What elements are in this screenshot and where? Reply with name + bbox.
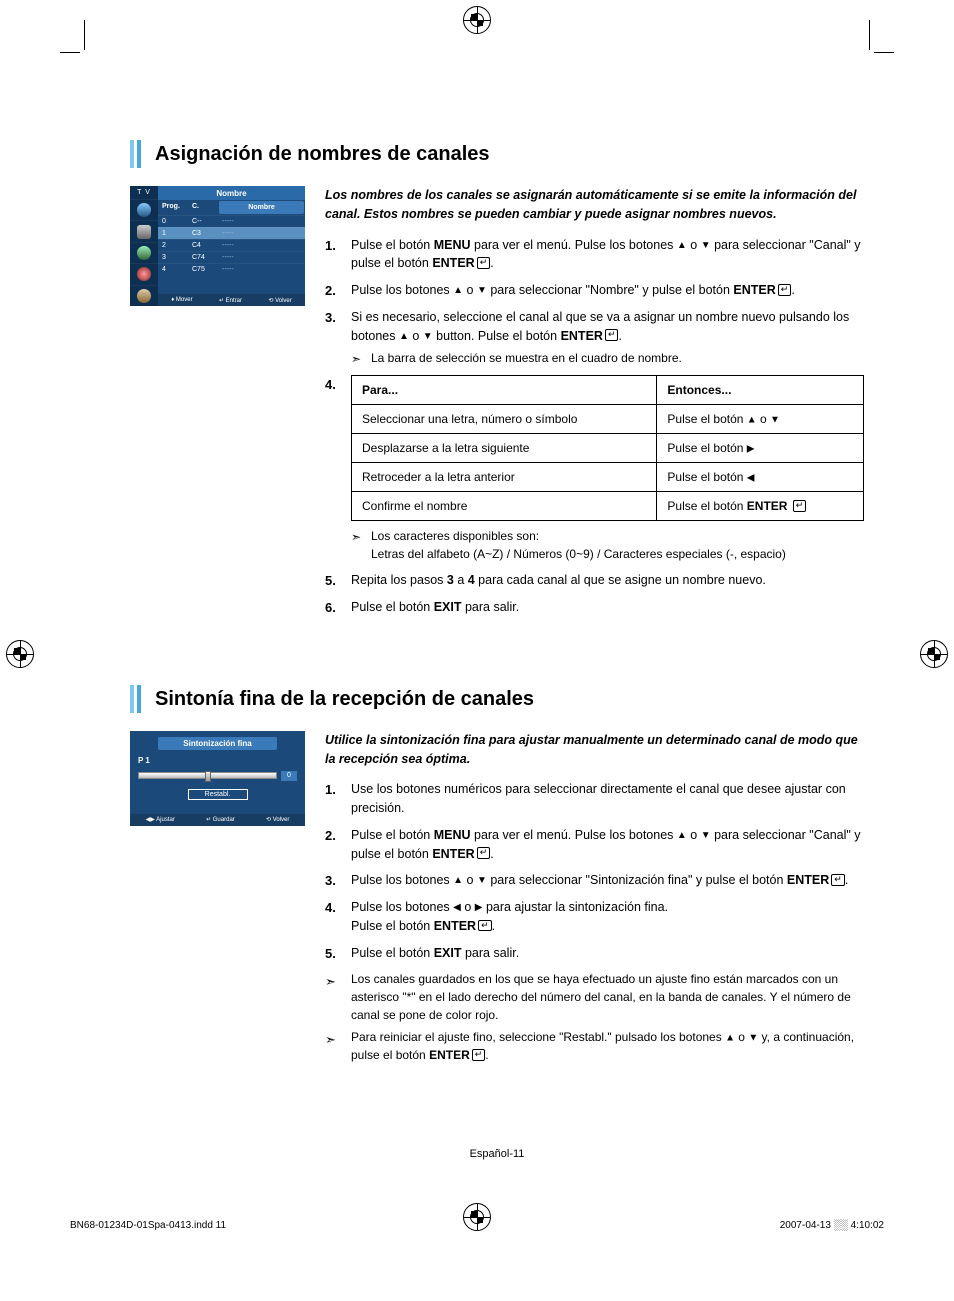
step-3: 3. Pulse los botones ▲ o ▼ para seleccio…	[325, 871, 864, 890]
note: ➣ Los caracteres disponibles son: Letras…	[351, 527, 864, 563]
channel-label: P 1	[138, 756, 297, 765]
sidebar-icon	[130, 242, 158, 263]
sidebar-icon	[130, 285, 158, 306]
screenshot-footer: ♦ Mover ↵ Entrar ⟲ Volver	[158, 294, 305, 306]
instruction-table: Para...Entonces... Seleccionar una letra…	[351, 375, 864, 521]
section-channel-names: Asignación de nombres de canales T V Nom…	[130, 140, 864, 625]
intro-text: Los nombres de los canales se asignarán …	[325, 186, 864, 224]
slider: 0	[138, 771, 297, 781]
note: ➣Los canales guardados en los que se hay…	[325, 970, 864, 1024]
column-headers: Prog. C. Nombre	[158, 200, 305, 215]
channel-row: 3C74-----	[158, 251, 305, 263]
enter-icon: ↵	[793, 500, 807, 512]
heading: Sintonía fina de la recepción de canales	[130, 685, 864, 713]
slider-value: 0	[281, 771, 297, 781]
channel-row-selected: 1C3-----	[158, 227, 305, 239]
channel-row: 0C-------	[158, 215, 305, 227]
step-4: 4. Para...Entonces... Seleccionar una le…	[325, 375, 864, 563]
note: ➣La barra de selección se muestra en el …	[351, 349, 864, 367]
screenshot-footer: ◀▶ Ajustar ↵ Guardar ⟲ Volver	[130, 814, 305, 826]
reset-button: Restabl.	[188, 789, 248, 800]
step-2: 2. Pulse el botón MENU para ver el menú.…	[325, 826, 864, 864]
sidebar-icon	[130, 220, 158, 241]
note: ➣ Para reiniciar el ajuste fino, selecci…	[325, 1028, 864, 1064]
crop-mark	[84, 20, 85, 50]
screenshot-header: Nombre	[158, 186, 305, 200]
registration-mark-top	[463, 6, 491, 34]
timestamp: 2007-04-13 ░░ 4:10:02	[780, 1220, 884, 1231]
registration-mark-left	[6, 640, 34, 668]
crop-mark	[869, 20, 870, 50]
screenshot-title: Sintonización fina	[158, 737, 277, 750]
sidebar-icon	[130, 263, 158, 284]
step-1: 1. Pulse el botón MENU para ver el menú.…	[325, 236, 864, 274]
enter-icon: ↵	[778, 284, 792, 296]
crop-mark	[60, 52, 80, 53]
section-fine-tuning: Sintonía fina de la recepción de canales…	[130, 685, 864, 1069]
registration-mark-right	[920, 640, 948, 668]
intro-text: Utilice la sintonización fina para ajust…	[325, 731, 864, 769]
screenshot-nombre: T V Nombre Prog. C. Nombre 0C----	[130, 186, 305, 306]
screenshot-fine-tune: Sintonización fina P 1 0 Restabl. ◀▶ Aju…	[130, 731, 305, 826]
step-1: 1.Use los botones numéricos para selecci…	[325, 780, 864, 818]
tv-label: T V	[130, 186, 158, 199]
section-title: Sintonía fina de la recepción de canales	[155, 685, 534, 713]
step-5: 5. Pulse el botón EXIT para salir.	[325, 944, 864, 963]
section-title: Asignación de nombres de canales	[155, 140, 490, 168]
enter-icon: ↵	[831, 874, 845, 886]
step-5: 5. Repita los pasos 3 a 4 para cada cana…	[325, 571, 864, 590]
enter-icon: ↵	[605, 329, 619, 341]
sidebar-icon	[130, 199, 158, 220]
enter-icon: ↵	[478, 920, 492, 932]
enter-icon: ↵	[477, 847, 491, 859]
step-3: 3. Si es necesario, seleccione el canal …	[325, 308, 864, 368]
heading: Asignación de nombres de canales	[130, 140, 864, 168]
enter-icon: ↵	[477, 257, 491, 269]
file-name: BN68-01234D-01Spa-0413.indd 11	[70, 1220, 226, 1231]
channel-row: 2C4-----	[158, 239, 305, 251]
step-4: 4. Pulse los botones ◀ o ▶ para ajustar …	[325, 898, 864, 936]
page-number: Español-11	[130, 1148, 864, 1160]
crop-mark	[874, 52, 894, 53]
step-6: 6. Pulse el botón EXIT para salir.	[325, 598, 864, 617]
step-2: 2. Pulse los botones ▲ o ▼ para seleccio…	[325, 281, 864, 300]
enter-icon: ↵	[472, 1049, 486, 1061]
channel-row: 4C75-----	[158, 263, 305, 275]
